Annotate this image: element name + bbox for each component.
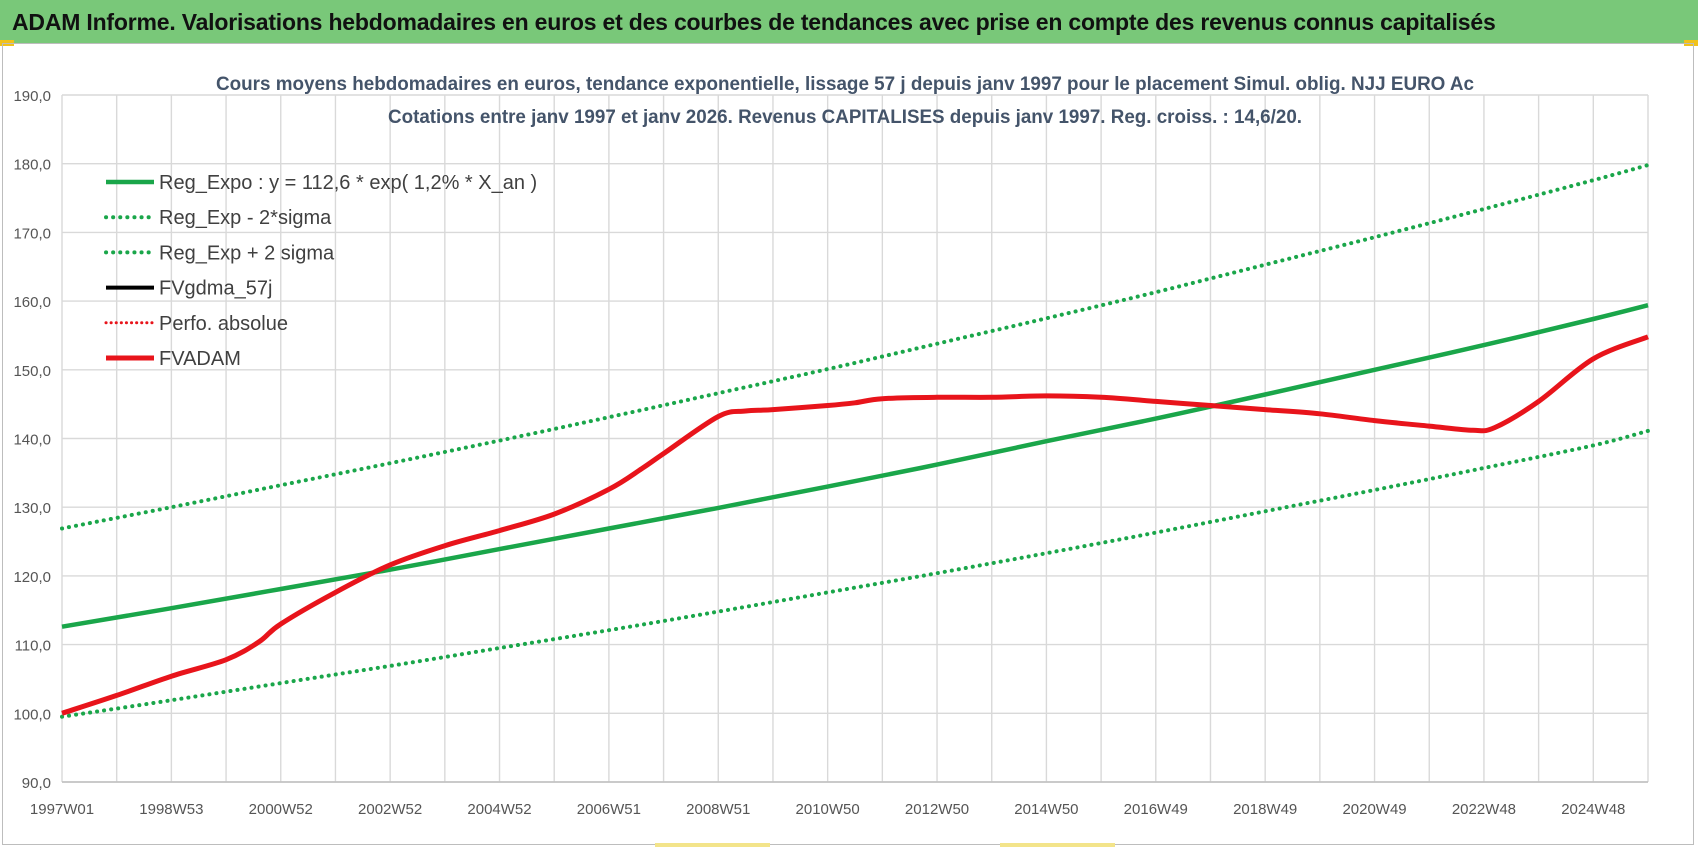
x-tick-label: 2000W52: [249, 801, 313, 818]
x-tick-label: 2020W49: [1342, 801, 1406, 818]
report-title: ADAM Informe. Valorisations hebdomadaire…: [12, 9, 1496, 35]
y-tick-label: 90,0: [22, 775, 51, 792]
y-tick-label: 120,0: [13, 569, 51, 586]
x-tick-label: 2002W52: [358, 801, 422, 818]
y-tick-label: 130,0: [13, 500, 51, 517]
chart-title: Cours moyens hebdomadaires en euros, ten…: [216, 74, 1474, 95]
x-tick-label: 2014W50: [1014, 801, 1078, 818]
y-tick-label: 150,0: [13, 363, 51, 380]
chart-frame: [2, 43, 1694, 845]
x-tick-label: 1998W53: [139, 801, 203, 818]
x-tick-label: 2018W49: [1233, 801, 1297, 818]
x-tick-label: 1997W01: [30, 801, 94, 818]
y-tick-label: 170,0: [13, 225, 51, 242]
x-tick-label: 2006W51: [577, 801, 641, 818]
x-tick-label: 2012W50: [905, 801, 969, 818]
series-line-0: [61, 303, 1649, 629]
y-tick-label: 110,0: [15, 638, 51, 655]
grid: [61, 94, 1649, 783]
x-axis: 1997W01 1998W53 2000W52 2002W52 2004W52 2006W…: [30, 781, 1648, 818]
x-tick-label: 2016W49: [1124, 801, 1188, 818]
y-tick-label: 160,0: [13, 294, 51, 311]
legend-label-4: Perfo. absolue: [159, 313, 288, 335]
legend-label-1: Reg_Exp - 2*sigma: [159, 207, 332, 229]
bottom-strip: [655, 843, 770, 847]
x-tick-label: 2022W48: [1452, 801, 1516, 818]
x-tick-label: 2010W50: [796, 801, 860, 818]
x-tick-label: 2024W48: [1561, 801, 1625, 818]
series-line-2: [60, 163, 1650, 531]
x-tick-label: 2004W52: [467, 801, 531, 818]
y-tick-label: 140,0: [13, 432, 51, 449]
legend-label-5: FVADAM: [159, 348, 241, 370]
series-layer: [60, 163, 1650, 719]
y-tick-label: 190,0: [13, 88, 51, 105]
y-axis: 90,0 100,0 110,0 120,0 130,0 140,0 150,0 160,0 1…: [13, 88, 51, 792]
bottom-strip: [1000, 843, 1115, 847]
y-tick-label: 180,0: [13, 157, 51, 174]
series-line-5: [61, 334, 1649, 716]
legend-label-3: FVgdma_57j: [159, 278, 272, 300]
series-line-1: [60, 428, 1650, 719]
x-tick-label: 2008W51: [686, 801, 750, 818]
report-header: ADAM Informe. Valorisations hebdomadaire…: [0, 0, 1698, 43]
legend: Reg_Expo : y = 112,6 * exp( 1,2% * X_an …: [104, 172, 537, 370]
legend-label-0: Reg_Expo : y = 112,6 * exp( 1,2% * X_an …: [159, 172, 537, 194]
chart-subtitle: Cotations entre janv 1997 et janv 2026. …: [388, 107, 1302, 128]
legend-label-2: Reg_Exp + 2 sigma: [159, 242, 335, 264]
y-tick-label: 100,0: [13, 706, 51, 723]
